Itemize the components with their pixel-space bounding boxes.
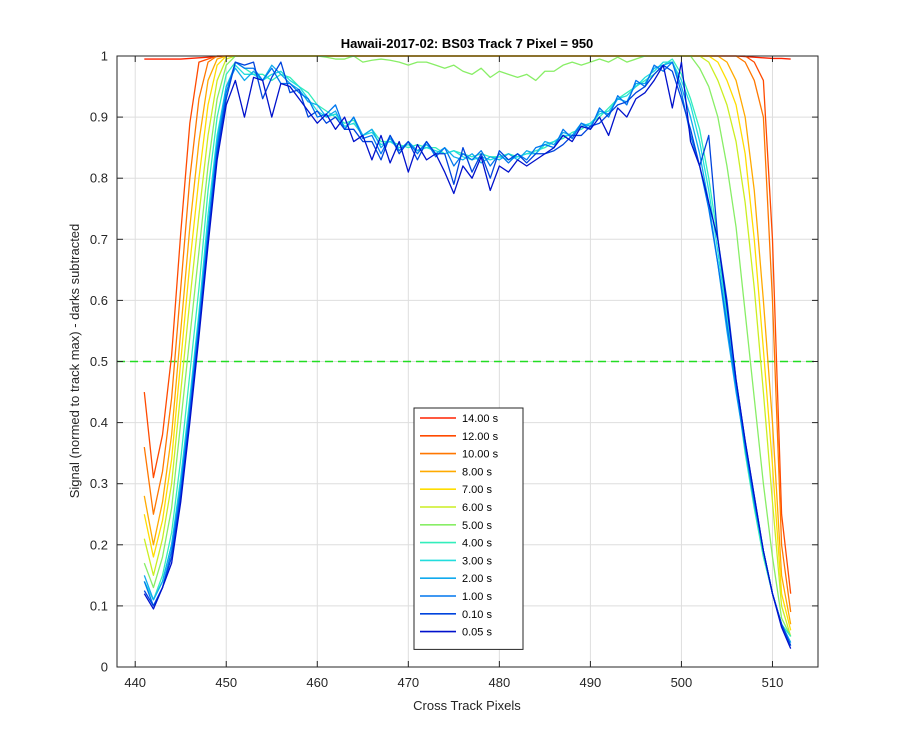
chart-title: Hawaii-2017-02: BS03 Track 7 Pixel = 950	[341, 36, 594, 51]
y-tick-label: 0.2	[90, 537, 108, 552]
y-tick-label: 0.6	[90, 293, 108, 308]
x-tick-label: 510	[762, 675, 784, 690]
legend-label: 12.00 s	[462, 431, 499, 443]
legend-label: 7.00 s	[462, 484, 492, 496]
y-tick-label: 1	[101, 49, 108, 64]
series-line-11	[143, 61, 792, 646]
y-tick-label: 0.5	[90, 354, 108, 369]
y-tick-label: 0	[101, 660, 108, 675]
x-tick-label: 500	[671, 675, 693, 690]
legend-label: 6.00 s	[462, 502, 492, 514]
y-tick-label: 0.8	[90, 171, 108, 186]
x-tick-label: 440	[124, 675, 146, 690]
ticks: 440 450 460 470 480 490 500 510 0 0.1 0.2 0.3 0.4 0.5…	[90, 49, 818, 690]
x-tick-label: 470	[397, 675, 419, 690]
legend-label: 1.00 s	[462, 591, 492, 603]
legend-label: 2.00 s	[462, 573, 492, 585]
legend-label: 14.00 s	[462, 413, 499, 425]
y-tick-label: 0.4	[90, 415, 108, 430]
x-tick-label: 460	[306, 675, 328, 690]
legend-box	[413, 407, 524, 650]
legend: 14.00 s 12.00 s 10.00 s 8.00 s 7.00 s 6.00 s 5…	[413, 407, 524, 650]
x-axis-label: Cross Track Pixels	[413, 698, 521, 713]
legend-label: 4.00 s	[462, 538, 492, 550]
y-tick-label: 0.7	[90, 232, 108, 247]
legend-label: 0.05 s	[462, 627, 492, 639]
legend-label: 3.00 s	[462, 555, 492, 567]
legend-label: 5.00 s	[462, 520, 492, 532]
legend-label: 8.00 s	[462, 466, 492, 478]
series-line-12	[143, 61, 792, 649]
series-line-10	[143, 61, 792, 646]
x-tick-label: 450	[215, 675, 237, 690]
x-tick-label: 480	[489, 675, 511, 690]
legend-label: 10.00 s	[462, 449, 499, 461]
y-tick-label: 0.3	[90, 476, 108, 491]
x-tick-label: 490	[580, 675, 602, 690]
y-tick-label: 0.1	[90, 598, 108, 613]
y-tick-label: 0.9	[90, 110, 108, 125]
legend-label: 0.10 s	[462, 609, 492, 621]
y-axis-label: Signal (normed to track max) - darks sub…	[67, 224, 82, 499]
